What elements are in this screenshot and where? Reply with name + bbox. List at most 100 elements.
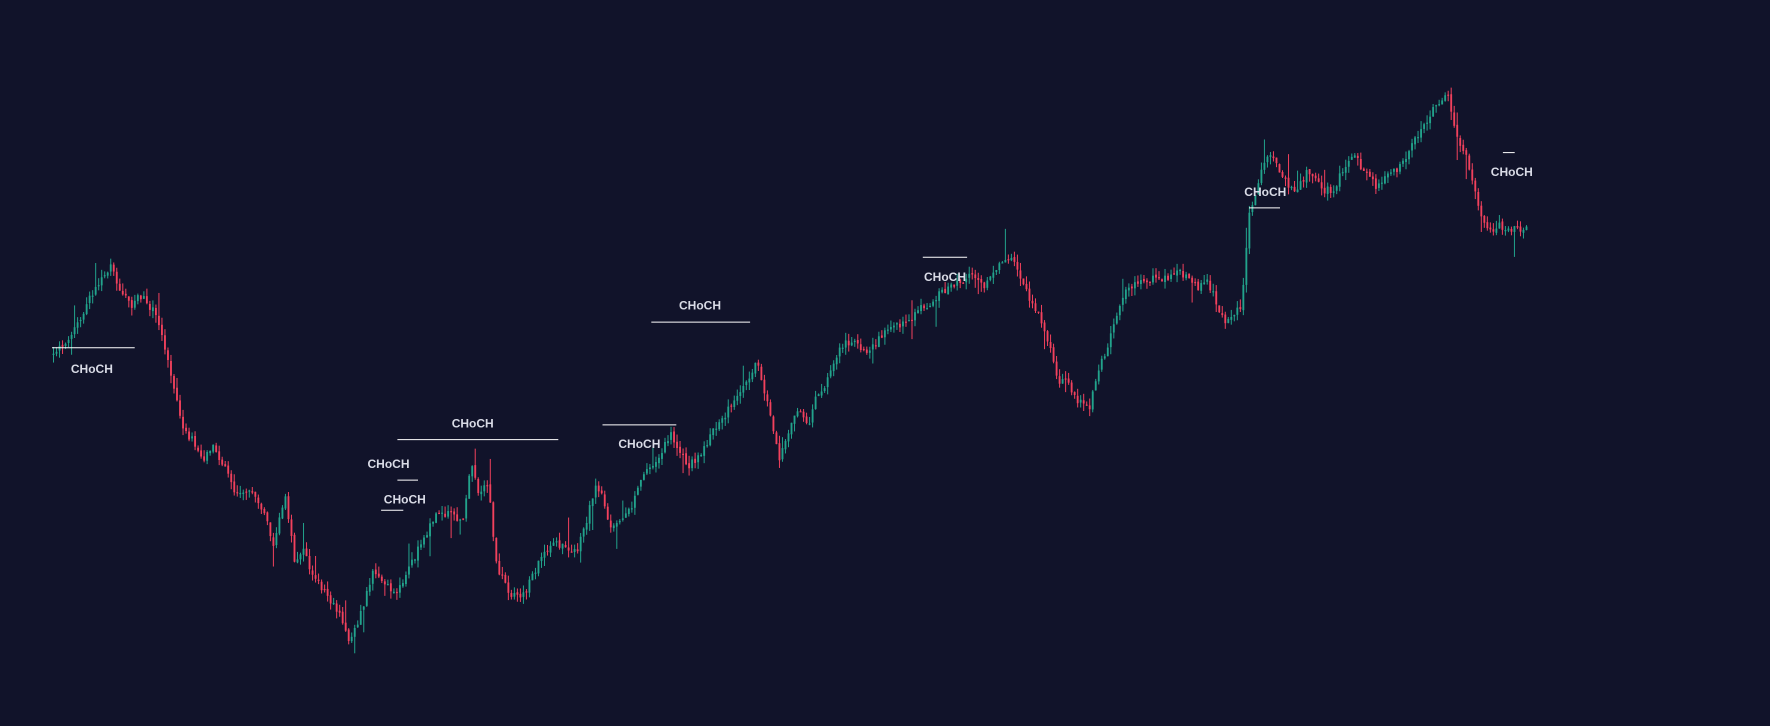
candle-body — [1402, 160, 1404, 164]
candle — [1332, 185, 1335, 198]
candle — [612, 523, 615, 532]
candle — [793, 415, 796, 432]
candle-body — [772, 416, 775, 432]
candle — [347, 628, 350, 645]
candle — [272, 532, 275, 567]
candle — [1136, 275, 1139, 287]
candle — [525, 589, 528, 600]
candle-body — [835, 357, 838, 365]
candle — [498, 553, 501, 576]
candle-body — [173, 376, 175, 389]
candle — [727, 399, 730, 424]
candle — [118, 278, 121, 291]
candle-body — [197, 447, 200, 451]
candle — [1161, 278, 1163, 282]
candle — [474, 448, 477, 480]
candle — [94, 263, 97, 296]
candle — [820, 383, 823, 398]
candle-body — [1287, 177, 1290, 188]
candle — [76, 317, 79, 334]
candle — [332, 597, 335, 605]
candle — [227, 461, 230, 478]
candle-body — [1115, 315, 1118, 324]
candle — [341, 607, 344, 625]
candle — [1513, 225, 1516, 257]
candle-body — [188, 431, 190, 440]
candle — [293, 532, 296, 563]
candle — [1046, 330, 1049, 346]
candle-body — [1272, 156, 1275, 159]
candle-body — [115, 271, 118, 284]
candle-body — [805, 416, 808, 424]
candle-body — [1504, 230, 1507, 232]
candle — [1423, 122, 1426, 134]
candle-body — [317, 579, 320, 581]
candle-body — [1146, 280, 1148, 283]
candle — [248, 489, 251, 498]
candle — [414, 558, 416, 564]
candle — [1396, 167, 1398, 178]
candle-body — [850, 342, 853, 346]
candle-body — [1251, 205, 1254, 213]
candle — [176, 377, 178, 402]
candle — [522, 585, 525, 604]
candle-body — [1055, 361, 1058, 376]
candle — [380, 574, 383, 584]
candle — [923, 303, 925, 312]
candle-body — [1040, 312, 1043, 324]
candle — [468, 474, 471, 499]
candle — [838, 343, 841, 364]
candle — [911, 300, 913, 340]
candle — [1016, 254, 1019, 277]
candle-body — [676, 441, 678, 448]
candle — [841, 343, 844, 353]
candle — [528, 576, 531, 598]
candle — [383, 579, 386, 596]
candle-body — [1197, 281, 1200, 290]
candle — [667, 435, 669, 447]
candle-body — [1121, 297, 1124, 305]
candle-body — [1380, 182, 1383, 184]
candle — [408, 543, 410, 579]
candle — [1365, 168, 1368, 181]
candle — [420, 539, 422, 551]
candle-body — [103, 275, 106, 277]
candle-body — [109, 264, 112, 272]
candle-body — [257, 497, 260, 504]
candle — [1362, 167, 1365, 171]
candle-body — [61, 344, 64, 347]
candle-body — [673, 431, 675, 443]
candle-body — [444, 513, 447, 517]
candle — [859, 338, 862, 353]
candle — [392, 588, 395, 594]
candle-body — [1094, 381, 1097, 391]
candle-body — [296, 559, 299, 563]
candle-body — [293, 534, 296, 562]
candle-body — [1278, 164, 1281, 173]
candle — [1432, 103, 1435, 118]
candle-body — [1052, 347, 1055, 362]
candle-body — [182, 416, 184, 429]
candle-body — [1525, 226, 1528, 231]
candle — [877, 331, 880, 348]
candle — [992, 265, 995, 284]
candle — [1040, 304, 1043, 328]
candle-body — [1224, 314, 1227, 324]
candle — [655, 456, 657, 473]
candle-body — [305, 548, 308, 557]
candle-body — [1399, 164, 1401, 172]
candle — [630, 501, 633, 513]
candle-body — [1239, 307, 1242, 310]
candle-body — [621, 518, 624, 520]
candle — [1203, 275, 1206, 285]
candle — [145, 288, 148, 305]
candle-body — [1450, 94, 1453, 112]
candle-body — [1444, 95, 1447, 101]
candle-body — [139, 295, 142, 300]
candle-body — [874, 345, 877, 347]
candle — [805, 412, 808, 425]
candle-body — [504, 574, 507, 583]
candle-body — [1341, 172, 1344, 174]
candle-body — [1118, 306, 1121, 316]
candle-body — [691, 459, 694, 469]
